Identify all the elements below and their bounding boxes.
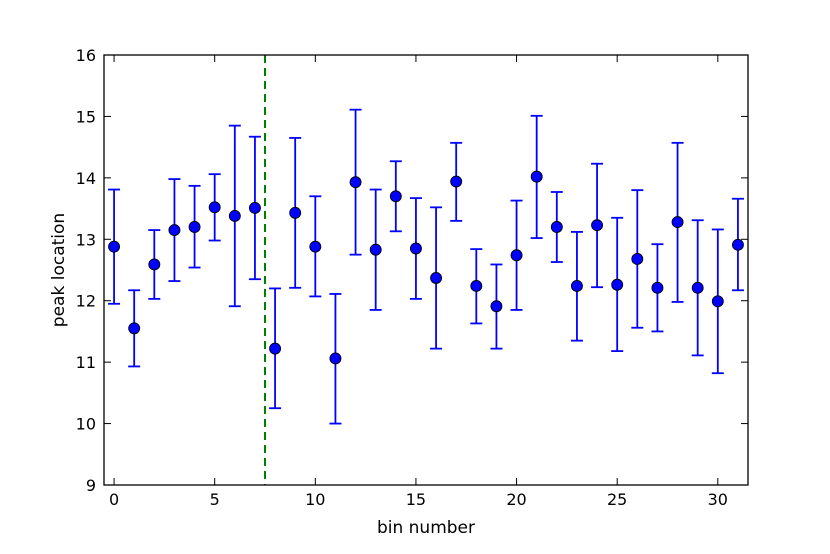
y-tick-label-4: 13 xyxy=(76,230,96,249)
plot-area xyxy=(108,55,744,485)
data-point-12 xyxy=(349,108,362,256)
x-tick-label-0: 0 xyxy=(109,490,119,509)
x-tick-label-5: 25 xyxy=(607,490,627,509)
marker xyxy=(248,202,261,214)
plot-frame xyxy=(103,54,749,486)
marker xyxy=(470,280,483,292)
marker xyxy=(611,278,624,291)
marker xyxy=(389,190,402,203)
data-point-14 xyxy=(389,160,402,233)
marker xyxy=(168,224,181,237)
marker xyxy=(591,219,604,232)
marker xyxy=(349,176,362,189)
data-point-4 xyxy=(188,184,201,269)
data-point-17 xyxy=(450,141,463,222)
y-tick-label-7: 16 xyxy=(76,46,96,65)
data-point-16 xyxy=(430,206,443,350)
marker xyxy=(731,238,744,251)
marker xyxy=(651,281,664,294)
y-tick-label-3: 12 xyxy=(76,292,96,311)
marker xyxy=(430,272,443,284)
marker xyxy=(530,170,543,183)
marker xyxy=(108,240,121,253)
y-tick-label-2: 11 xyxy=(76,353,96,372)
data-point-3 xyxy=(168,178,181,282)
marker xyxy=(208,201,221,214)
x-tick-label-1: 5 xyxy=(210,490,220,509)
y-tick-label-1: 10 xyxy=(76,415,96,434)
data-point-21 xyxy=(530,114,543,239)
data-point-30 xyxy=(711,228,724,375)
marker xyxy=(550,221,563,233)
marker xyxy=(148,258,161,271)
data-point-31 xyxy=(731,197,744,292)
y-tick-label-5: 14 xyxy=(76,169,96,188)
marker xyxy=(128,322,141,335)
marker xyxy=(409,242,422,255)
x-axis-label: bin number xyxy=(377,518,475,538)
data-point-26 xyxy=(631,189,644,329)
marker xyxy=(510,249,523,262)
marker xyxy=(329,352,342,365)
x-tick-label-2: 10 xyxy=(305,490,325,509)
x-tick-label-3: 15 xyxy=(406,490,426,509)
data-point-13 xyxy=(369,188,382,311)
x-tick-label-6: 30 xyxy=(708,490,728,509)
data-point-0 xyxy=(108,188,121,305)
marker xyxy=(188,221,201,233)
data-point-7 xyxy=(248,135,261,281)
data-point-25 xyxy=(611,216,624,352)
y-tick-label-6: 15 xyxy=(76,107,96,126)
data-point-1 xyxy=(128,289,141,368)
data-point-18 xyxy=(470,248,483,325)
y-tick-label-0: 9 xyxy=(86,476,96,495)
data-point-22 xyxy=(550,191,563,263)
marker xyxy=(269,342,282,355)
data-point-10 xyxy=(309,195,322,298)
marker xyxy=(691,281,704,294)
data-point-5 xyxy=(208,173,221,242)
marker xyxy=(450,175,463,188)
marker xyxy=(369,243,382,256)
data-point-27 xyxy=(651,243,664,333)
marker xyxy=(711,295,724,308)
data-point-9 xyxy=(289,137,302,289)
data-point-29 xyxy=(691,219,704,357)
marker xyxy=(490,300,503,313)
y-axis-label: peak location xyxy=(49,213,69,327)
marker xyxy=(570,280,583,292)
marker xyxy=(309,240,322,253)
marker xyxy=(228,209,241,222)
x-tick-label-4: 20 xyxy=(506,490,526,509)
data-point-20 xyxy=(510,199,523,311)
data-point-2 xyxy=(148,229,161,300)
data-point-28 xyxy=(671,141,684,303)
marker xyxy=(631,252,644,265)
data-point-6 xyxy=(228,124,241,308)
data-point-23 xyxy=(570,231,583,342)
axis-ticks: 0 5 10 15 20 25 30 9 10 11 12 13 14 15 16 xyxy=(76,46,748,509)
data-point-19 xyxy=(490,263,503,350)
data-point-24 xyxy=(591,162,604,289)
marker xyxy=(671,216,684,229)
marker xyxy=(289,206,302,219)
data-point-15 xyxy=(409,197,422,300)
data-point-8 xyxy=(269,287,282,410)
data-point-11 xyxy=(329,293,342,425)
